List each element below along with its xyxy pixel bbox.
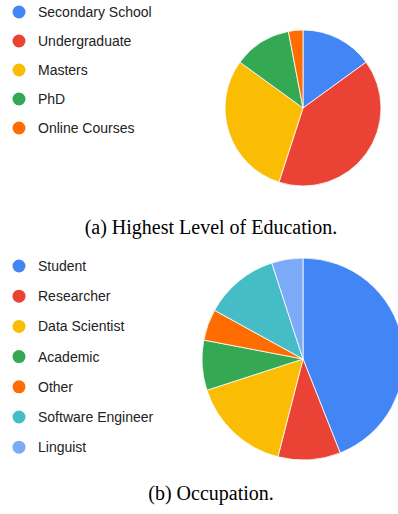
pie-slice: [272, 258, 303, 359]
legend-label: Other: [38, 379, 73, 395]
legend-label: Student: [38, 258, 86, 274]
legend-label: Undergraduate: [38, 33, 132, 49]
caption: (a) Highest Level of Education.: [85, 216, 338, 239]
legend: Student Researcher Data Scientist Academic O…: [13, 258, 154, 455]
legend-swatch: [13, 290, 26, 303]
figure: Secondary School Undergraduate Masters PhD O…: [0, 0, 398, 514]
legend-swatch: [13, 35, 26, 48]
legend-swatch: [13, 380, 26, 393]
pie-chart: Secondary School Undergraduate Masters PhD O…: [13, 4, 382, 239]
legend-label: Researcher: [38, 288, 111, 304]
legend-swatch: [13, 320, 26, 333]
legend-swatch: [13, 411, 26, 424]
legend-swatch: [13, 122, 26, 135]
legend: Secondary School Undergraduate Masters PhD O…: [13, 4, 152, 136]
legend-label: Masters: [38, 62, 88, 78]
pie-slice: [288, 30, 303, 108]
legend-swatch: [13, 350, 26, 363]
legend-swatch: [13, 6, 26, 19]
legend-label: Secondary School: [38, 4, 152, 20]
legend-label: Linguist: [38, 439, 86, 455]
legend-swatch: [13, 260, 26, 273]
legend-label: Data Scientist: [38, 318, 124, 334]
legend-swatch: [13, 93, 26, 106]
legend-swatch: [13, 441, 26, 454]
pie-chart: Student Researcher Data Scientist Academic O…: [13, 258, 398, 505]
legend-label: Academic: [38, 349, 99, 365]
caption: (b) Occupation.: [148, 482, 274, 505]
legend-label: Software Engineer: [38, 409, 154, 425]
legend-swatch: [13, 64, 26, 77]
legend-label: Online Courses: [38, 120, 135, 136]
legend-label: PhD: [38, 91, 65, 107]
